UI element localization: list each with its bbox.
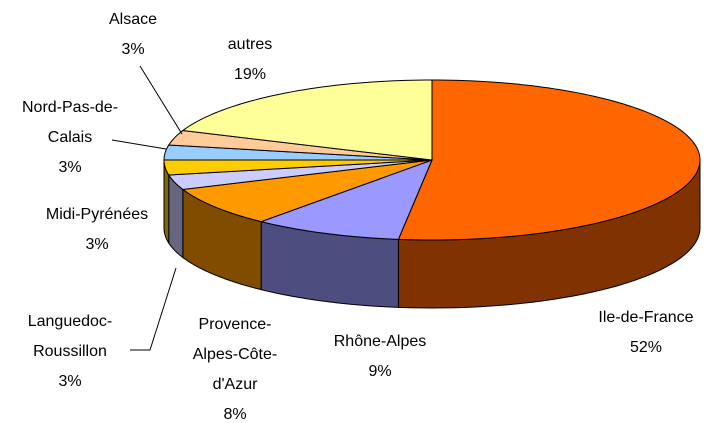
leader-line	[139, 65, 183, 135]
leader-line	[111, 139, 167, 150]
slice	[259, 159, 433, 240]
label-name: Provence-Alpes-Côte-d'Azur	[192, 316, 278, 393]
slice	[181, 79, 433, 161]
data-label: Midi-Pyrénées 3%	[32, 200, 162, 260]
label-value: 3%	[121, 41, 145, 58]
label-value: 9%	[368, 363, 392, 380]
label-name: autres	[227, 36, 273, 53]
label-name: Alsace	[108, 11, 158, 28]
slice	[181, 159, 433, 223]
label-name: Midi-Pyrénées	[45, 206, 149, 223]
label-value: 8%	[223, 406, 247, 423]
data-label: Ile-de-France 52%	[586, 303, 706, 363]
label-name: Nord-Pas-de-Calais	[21, 99, 119, 146]
leader-lines	[111, 65, 183, 351]
label-name: Languedoc-Roussillon	[27, 313, 113, 360]
label-value: 3%	[58, 373, 82, 390]
label-value: 52%	[629, 339, 663, 356]
label-value: 3%	[58, 159, 82, 176]
slice	[397, 79, 701, 241]
label-name: Ile-de-France	[598, 309, 694, 326]
data-label: Nord-Pas-de-Calais 3%	[15, 93, 125, 183]
data-label: Provence-Alpes-Côte-d'Azur 8%	[188, 310, 283, 423]
label-value: 19%	[233, 66, 267, 83]
leader-line	[130, 267, 177, 351]
slice	[167, 159, 433, 190]
data-label: Rhône-Alpes 9%	[315, 327, 445, 387]
slice	[163, 159, 433, 176]
data-label: Alsace 3%	[83, 5, 183, 65]
label-value: 3%	[85, 236, 109, 253]
data-label: Languedoc-Roussillon 3%	[20, 307, 120, 397]
label-name: Rhône-Alpes	[333, 333, 427, 350]
data-label: autres 19%	[200, 30, 300, 90]
